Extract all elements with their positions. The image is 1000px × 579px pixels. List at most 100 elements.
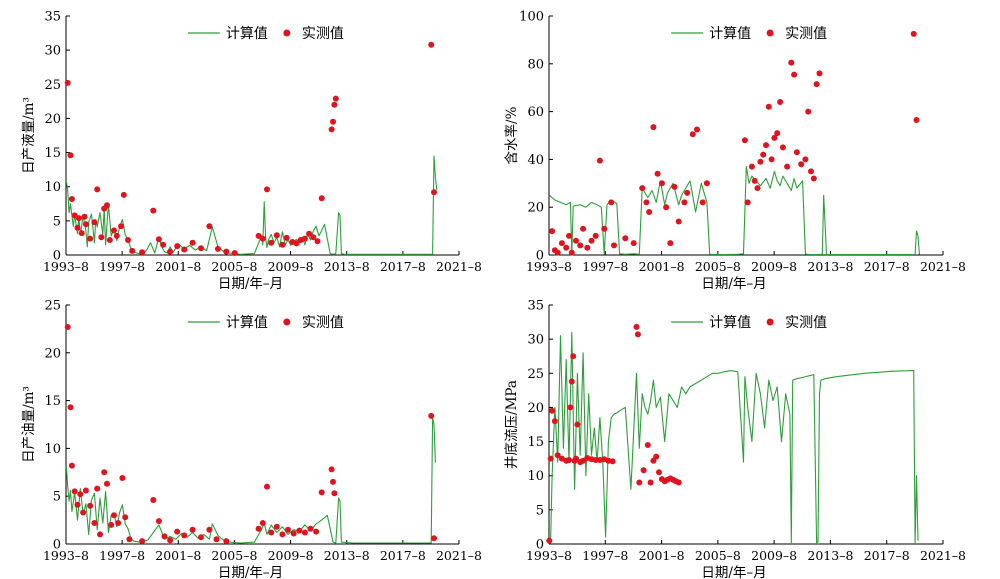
measured-point <box>910 30 917 37</box>
measured-point <box>630 240 637 247</box>
measured-point <box>757 158 764 165</box>
measured-point <box>681 199 688 206</box>
chart-panel-oil-rate: 0 5 10 15 20 25 1993–8 1997–8 2001–8 2005–8 2009–8… <box>21 299 482 579</box>
y-tick-label: 30 <box>44 44 61 59</box>
y-tick-label: 40 <box>527 153 544 168</box>
measured-point <box>667 240 674 247</box>
measured-point <box>213 536 220 543</box>
measured-point <box>125 237 131 243</box>
measured-point <box>268 529 275 536</box>
y-tick-label: 15 <box>527 435 544 450</box>
measured-point <box>653 453 660 460</box>
measured-point <box>75 215 82 222</box>
measured-point <box>689 131 696 138</box>
measured-point <box>328 466 335 473</box>
measured-point <box>104 480 110 487</box>
measured-point <box>763 142 769 149</box>
measured-point <box>313 528 320 535</box>
chart-panel-water-cut: 0 20 40 60 80 100 1993–8 1997–8 2001–8 2005–8 2009… <box>503 10 966 293</box>
measured-point <box>259 520 266 526</box>
measured-point <box>791 71 798 78</box>
measured-point <box>646 209 653 215</box>
y-tick-label: 10 <box>44 180 61 195</box>
measured-point <box>118 223 124 230</box>
measured-point <box>654 170 661 177</box>
measured-point <box>568 249 575 256</box>
measured-point <box>77 491 84 498</box>
measured-point <box>694 126 700 133</box>
measured-point <box>255 525 262 532</box>
x-axis-title: 日期/年–月 <box>701 565 766 579</box>
y-tick-label: 10 <box>44 442 61 457</box>
legend-measured-swatch <box>283 318 291 326</box>
measured-point <box>640 467 647 474</box>
measured-point <box>67 152 74 159</box>
measured-point <box>549 407 556 414</box>
measured-point <box>155 518 162 525</box>
measured-point <box>744 199 751 206</box>
y-tick-label: 0 <box>536 249 544 264</box>
measured-point <box>111 227 117 234</box>
x-tick-label: 1997–8 <box>99 548 145 563</box>
measured-point <box>129 247 136 254</box>
measured-point <box>554 249 561 256</box>
measured-point <box>332 95 339 102</box>
x-tick-label: 2017–8 <box>380 548 426 563</box>
y-axis-title: 日产液量/m³ <box>21 97 37 174</box>
measured-point <box>285 526 291 533</box>
measured-point <box>584 244 591 251</box>
y-tick-label: 10 <box>527 469 544 484</box>
y-tick-label: 20 <box>44 346 61 361</box>
measured-point <box>609 458 616 465</box>
measured-point <box>150 497 157 503</box>
y-tick-label: 25 <box>44 299 61 314</box>
measured-point <box>777 99 784 105</box>
measured-point <box>574 421 581 428</box>
measured-point <box>82 221 89 228</box>
measured-point <box>634 331 641 338</box>
measured-point <box>788 59 795 66</box>
measured-point <box>741 137 748 144</box>
chart-panel-bottomhole-pressure: 0 5 10 15 20 25 30 35 1993–8 1997–8 2001–8 2005–8 20… <box>504 299 966 579</box>
calculated-series-line <box>65 417 436 544</box>
measured-point <box>813 81 820 88</box>
y-tick-label: 0 <box>536 538 544 553</box>
measured-point <box>656 469 662 476</box>
measured-point <box>611 242 617 249</box>
measured-point <box>139 249 146 256</box>
measured-point <box>567 404 574 411</box>
measured-point <box>296 527 303 534</box>
measured-point <box>111 512 117 519</box>
measured-point <box>206 223 213 230</box>
measured-point <box>160 241 167 248</box>
x-axis-title: 日期/年–月 <box>701 276 766 292</box>
measured-point <box>306 230 313 237</box>
measured-point <box>155 236 162 243</box>
chart-panel-liquid-rate: 0 5 10 15 20 25 30 35 1993–8 1997–8 2001–8 2005–8 20… <box>21 10 482 293</box>
measured-point <box>264 483 270 490</box>
x-tick-label: 2005–8 <box>695 548 741 563</box>
x-tick-label: 1997–8 <box>99 259 145 274</box>
measured-point <box>703 180 710 187</box>
measured-point <box>264 186 270 193</box>
measured-point <box>568 378 575 385</box>
measured-point <box>601 225 608 232</box>
y-tick-label: 25 <box>44 78 61 93</box>
measured-point <box>913 117 920 123</box>
measured-point <box>87 502 94 509</box>
measured-point <box>80 509 87 516</box>
measured-point <box>98 234 105 241</box>
measured-point <box>331 101 338 108</box>
measured-point <box>810 175 817 182</box>
measured-point <box>684 189 691 196</box>
measured-point <box>546 537 553 544</box>
measured-point <box>198 534 204 541</box>
measured-point <box>547 455 554 462</box>
measured-point <box>580 225 587 232</box>
measured-point <box>633 323 640 330</box>
x-tick-label: 2009–8 <box>268 259 314 274</box>
measured-point <box>161 533 168 540</box>
measured-point <box>643 199 650 206</box>
x-axis-title: 日期/年–月 <box>218 276 283 292</box>
x-tick-label: 2021–8 <box>920 548 966 563</box>
